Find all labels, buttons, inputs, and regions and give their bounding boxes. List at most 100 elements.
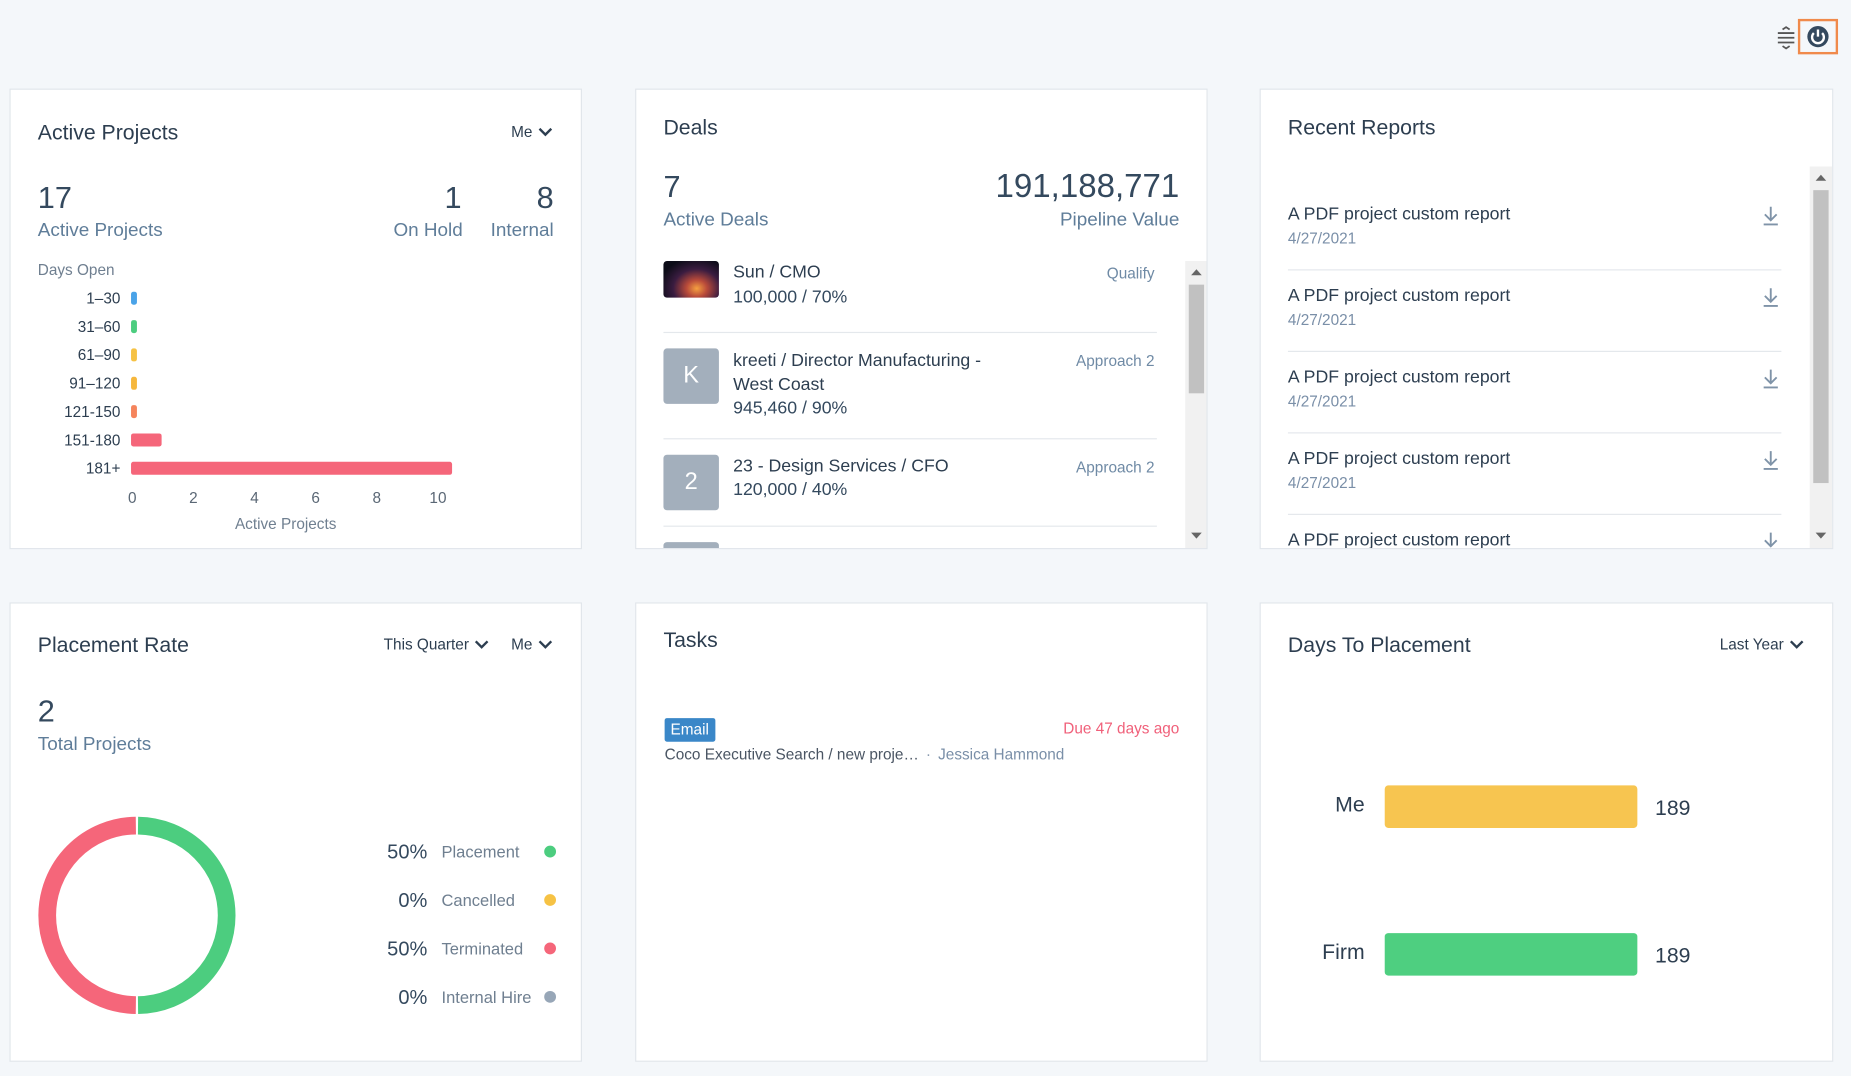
days-open-chart: Days Open 1–30 31–60 61–90 91–120 121-150 151-… xyxy=(38,262,453,533)
deal-stage: Approach 2 xyxy=(1076,458,1155,476)
download-button[interactable] xyxy=(1761,367,1780,397)
stat-label: On Hold xyxy=(393,220,463,241)
report-name[interactable]: A PDF project custom report xyxy=(1287,367,1511,388)
layout-icon[interactable] xyxy=(1775,26,1796,50)
stat-label: Active Projects xyxy=(37,220,163,241)
deal-name[interactable]: Sun / CMO xyxy=(733,262,821,283)
separator xyxy=(663,525,1157,527)
x-tick-label: 10 xyxy=(429,490,446,507)
legend-label: Internal Hire xyxy=(442,988,532,1007)
filter[interactable]: Me xyxy=(511,635,554,653)
chevron xyxy=(538,127,553,136)
download-icon xyxy=(1763,451,1778,470)
report-date: 4/27/2021 xyxy=(1287,229,1357,247)
deal-amount: 945,460 / 90% xyxy=(733,398,848,419)
download-button[interactable] xyxy=(1761,449,1780,479)
download-button[interactable] xyxy=(1761,286,1780,316)
download-icon xyxy=(1764,532,1778,548)
legend-dot xyxy=(544,894,557,906)
download-button[interactable] xyxy=(1761,530,1780,548)
bar xyxy=(131,433,162,447)
filter-label: Me xyxy=(511,122,533,141)
scroll-thumb[interactable] xyxy=(1813,190,1829,484)
stat-value: 17 xyxy=(37,179,72,215)
bar xyxy=(131,376,137,390)
deal-stage: Qualify xyxy=(1106,264,1155,283)
panel-title: Deals xyxy=(663,115,718,140)
deal-avatar xyxy=(663,542,719,549)
scroll-down[interactable] xyxy=(1190,531,1203,540)
separator xyxy=(1287,513,1782,515)
scroll-up[interactable] xyxy=(1814,172,1827,181)
deal-amount: 120,000 / 40% xyxy=(733,479,848,500)
active-projects-panel: Active Projects Me 17 Active Projects 1 … xyxy=(9,88,582,550)
x-tick-label: 6 xyxy=(311,490,320,507)
category-label: 61–90 xyxy=(78,347,121,364)
legend-label: Cancelled xyxy=(442,891,515,910)
filter[interactable]: Me xyxy=(511,123,554,141)
filter[interactable]: Last Year xyxy=(1720,635,1805,653)
task-line[interactable]: Coco Executive Search / new proje… · Jes… xyxy=(665,745,1065,763)
legend-dot xyxy=(544,845,557,858)
scrollbar[interactable] xyxy=(1809,166,1833,549)
deal-stage: Approach 2 xyxy=(1076,351,1155,370)
power-icon xyxy=(1807,25,1829,48)
placement-rate-panel: Placement Rate This Quarter Me 2 Total P… xyxy=(9,602,582,1062)
axis-title: Days Open xyxy=(38,262,115,279)
download-icon xyxy=(1763,369,1778,389)
task-owner: Jessica Hammond xyxy=(938,745,1065,763)
deal-avatar: 2 xyxy=(663,454,719,511)
separator-dot: · xyxy=(925,745,932,763)
scroll-thumb[interactable] xyxy=(1188,284,1205,394)
category-label: 181+ xyxy=(86,461,121,478)
filter-label: Me xyxy=(511,635,533,654)
report-date: 4/27/2021 xyxy=(1287,473,1357,492)
panel-title: Recent Reports xyxy=(1287,115,1436,140)
donut-segment xyxy=(137,816,236,1014)
panel-title: Placement Rate xyxy=(37,633,189,657)
category-label: Firm xyxy=(1322,940,1364,964)
pipeline-value: 191,188,771 xyxy=(995,167,1180,205)
deal-name[interactable]: kreeti / Director Manufacturing - West C… xyxy=(733,350,982,395)
chevron xyxy=(538,639,553,649)
bar xyxy=(131,320,137,334)
axis-title: Active Projects xyxy=(235,516,337,533)
panel-title: Active Projects xyxy=(37,120,179,145)
legend-value: 50% xyxy=(387,939,427,961)
filter[interactable]: This Quarter xyxy=(384,635,491,653)
separator xyxy=(1287,269,1782,271)
chevron xyxy=(1789,639,1804,649)
value-label: 189 xyxy=(1655,944,1690,968)
report-name[interactable]: A PDF project custom report xyxy=(1287,204,1511,225)
report-name[interactable]: A PDF project custom report xyxy=(1287,285,1511,306)
legend-dot xyxy=(544,990,557,1003)
report-name[interactable]: A PDF project custom report xyxy=(1287,448,1511,469)
chevron xyxy=(475,639,489,649)
stat-value: 2 xyxy=(37,693,55,729)
x-tick-label: 0 xyxy=(128,490,137,507)
legend-value: 50% xyxy=(387,842,427,864)
task-tag: Email xyxy=(664,718,715,742)
stat-label: Active Deals xyxy=(663,210,769,231)
bar xyxy=(131,348,137,362)
scroll-down[interactable] xyxy=(1814,531,1827,540)
scroll-up[interactable] xyxy=(1190,267,1203,276)
download-icon xyxy=(1763,206,1778,226)
bar xyxy=(131,461,453,475)
deal-name[interactable]: 23 - Design Services / CFO xyxy=(733,455,949,476)
deal-avatar xyxy=(663,261,719,298)
power-button[interactable] xyxy=(1797,18,1839,55)
stat-label: Total Projects xyxy=(37,734,152,755)
download-button[interactable] xyxy=(1761,204,1780,234)
download-icon xyxy=(1763,288,1778,307)
recent-reports-panel: Recent Reports A PDF project custom repo… xyxy=(1259,88,1834,550)
legend-value: 0% xyxy=(398,890,427,912)
panel-title: Days To Placement xyxy=(1287,633,1471,657)
separator xyxy=(1287,350,1782,352)
x-tick-label: 8 xyxy=(373,490,382,507)
task-subject: Coco Executive Search / new proje… xyxy=(664,745,919,763)
bar xyxy=(1384,785,1638,828)
report-name[interactable]: A PDF project custom report xyxy=(1287,530,1511,550)
category-label: 91–120 xyxy=(69,376,120,393)
scrollbar[interactable] xyxy=(1185,261,1207,549)
